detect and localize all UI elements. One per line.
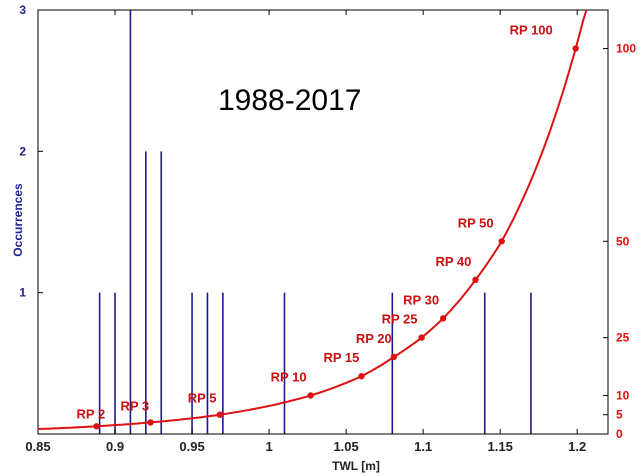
return-period-label: RP 50 xyxy=(458,215,494,230)
y-tick-label-right: 0 xyxy=(616,427,623,441)
x-tick-label: 1.05 xyxy=(333,439,358,454)
return-period-label: RP 30 xyxy=(403,292,439,307)
x-tick-label: 0.95 xyxy=(179,439,204,454)
y-tick-label-right: 5 xyxy=(616,408,623,422)
return-period-label: RP 15 xyxy=(324,350,360,365)
x-tick-label: 0.85 xyxy=(25,439,50,454)
y-tick-label-left: 3 xyxy=(19,3,26,17)
y-tick-label-left: 1 xyxy=(19,286,26,300)
return-period-point xyxy=(307,392,314,399)
return-period-point xyxy=(418,334,425,341)
ticks: 0.85 0.9 0.95 1 1.05 1.1 1.15 1.2 1 2 3 0 5 10 25 50 100 xyxy=(19,3,636,454)
x-tick-label: 1 xyxy=(265,439,272,454)
y-tick-label-left: 2 xyxy=(19,144,26,158)
return-period-label: RP 40 xyxy=(436,254,472,269)
plot-frame xyxy=(37,9,609,435)
occurrence-bars xyxy=(98,10,532,434)
return-period-line xyxy=(37,9,588,430)
y-axis-label-left: Occurrences xyxy=(11,183,25,257)
x-axis-label: TWL [m] xyxy=(332,459,380,473)
return-period-point xyxy=(93,423,100,430)
return-period-point xyxy=(498,238,505,245)
return-period-point xyxy=(572,45,579,52)
return-period-point xyxy=(472,276,479,284)
return-period-curve: RP 2 RP 3 RP 5 RP 10 RP 15 RP 20 RP 25 RP 30 RP … xyxy=(37,9,588,430)
return-period-point xyxy=(358,372,365,380)
return-period-label: RP 3 xyxy=(120,398,149,413)
axes xyxy=(37,9,609,435)
x-tick-label: 1.2 xyxy=(568,439,586,454)
return-period-label: RP 2 xyxy=(77,406,106,421)
x-tick-label: 0.9 xyxy=(106,439,124,454)
return-period-point xyxy=(216,411,223,418)
period-annotation: 1988-2017 xyxy=(218,84,361,117)
y-tick-label-right: 25 xyxy=(616,331,630,345)
x-tick-label: 1.1 xyxy=(414,439,432,454)
return-period-label: RP 25 xyxy=(382,312,418,327)
return-period-label: RP 5 xyxy=(188,391,217,406)
return-period-point xyxy=(390,353,398,361)
return-period-label: RP 20 xyxy=(356,331,392,346)
return-period-label: RP 10 xyxy=(271,369,307,384)
y-tick-label-right: 100 xyxy=(616,42,636,56)
return-period-point xyxy=(439,315,447,322)
y-tick-label-right: 50 xyxy=(616,234,630,248)
y-tick-label-right: 10 xyxy=(616,388,630,402)
return-period-label: RP 100 xyxy=(510,23,553,38)
return-period-point xyxy=(147,419,154,426)
x-tick-label: 1.15 xyxy=(488,439,513,454)
